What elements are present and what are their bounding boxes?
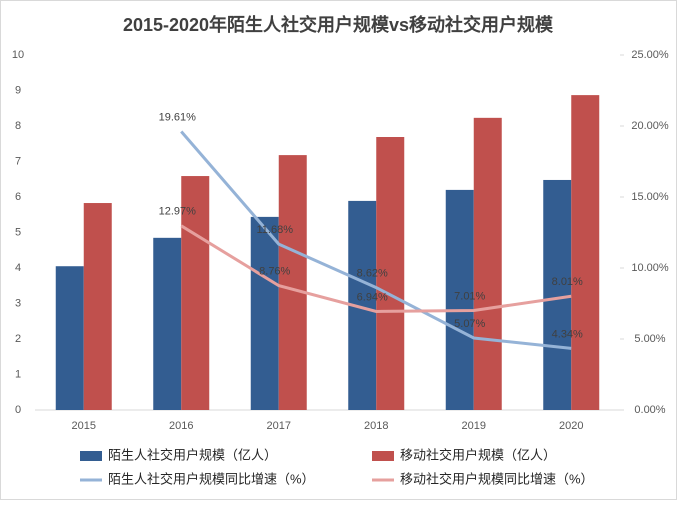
data-label: 8.01%	[552, 276, 583, 288]
x-tick-label: 2020	[559, 420, 583, 432]
bar	[571, 95, 600, 411]
x-tick-label: 2017	[267, 420, 291, 432]
x-tick-label: 2015	[72, 420, 96, 432]
data-label: 7.01%	[454, 290, 485, 302]
y-tick-label: 2	[15, 333, 21, 345]
data-label: 6.94%	[357, 291, 388, 303]
data-label: 8.62%	[357, 268, 388, 280]
bar	[376, 137, 405, 410]
legend-swatch	[372, 451, 394, 461]
y-tick-label: 8	[15, 120, 21, 132]
bar	[278, 155, 307, 410]
legend-swatch	[80, 451, 102, 461]
y-tick-label: 3	[15, 297, 21, 309]
legend-label: 陌生人社交用户规模（亿人）	[108, 447, 277, 462]
bar	[83, 203, 112, 410]
y-tick-label: 6	[15, 191, 21, 203]
y2-tick-label: 20.00%	[631, 120, 669, 132]
data-label: 11.68%	[257, 224, 294, 236]
y-tick-label: 9	[15, 84, 21, 96]
bar	[445, 189, 474, 410]
x-tick-label: 2018	[364, 420, 388, 432]
bar	[181, 176, 210, 410]
data-label: 4.34%	[552, 328, 583, 340]
legend-label: 陌生人社交用户规模同比增速（%）	[108, 471, 315, 486]
bar	[250, 216, 279, 410]
chart-title: 2015-2020年陌生人社交用户规模vs移动社交用户规模	[123, 14, 554, 35]
y2-tick-label: 10.00%	[631, 262, 669, 274]
data-label: 19.61%	[159, 111, 197, 123]
line-series	[180, 224, 572, 313]
bar	[473, 117, 502, 411]
y-tick-label: 1	[15, 368, 21, 380]
x-tick-label: 2016	[169, 420, 193, 432]
bar	[55, 266, 84, 410]
y2-tick-label: 5.00%	[634, 333, 665, 345]
y2-tick-label: 0.00%	[634, 404, 665, 416]
data-label: 12.97%	[159, 206, 197, 218]
legend-label: 移动社交用户规模同比增速（%）	[400, 471, 594, 486]
y-tick-label: 7	[15, 155, 21, 167]
y-tick-label: 5	[15, 226, 21, 238]
bar	[543, 179, 572, 410]
data-label: 5.07%	[454, 318, 485, 330]
y-tick-label: 0	[15, 404, 21, 416]
data-label: 8.76%	[259, 266, 290, 278]
y-tick-label: 10	[12, 49, 24, 61]
x-tick-label: 2019	[462, 420, 486, 432]
legend-label: 移动社交用户规模（亿人）	[400, 447, 556, 462]
bar	[153, 237, 182, 410]
line-series	[180, 130, 572, 350]
y-tick-label: 4	[15, 262, 21, 274]
y2-tick-label: 25.00%	[631, 49, 669, 61]
y2-tick-label: 15.00%	[631, 191, 669, 203]
